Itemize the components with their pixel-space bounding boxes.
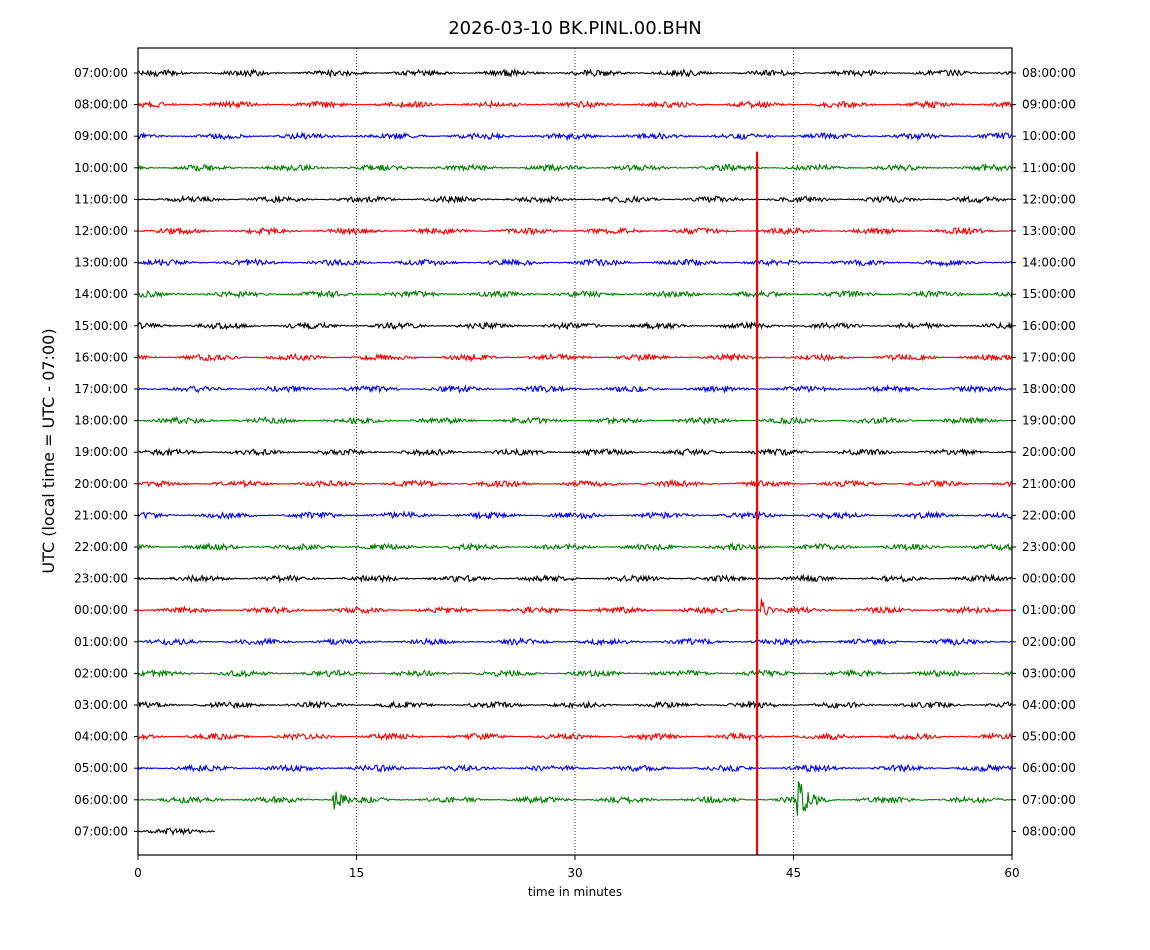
left-tick-label: 16:00:00 bbox=[74, 350, 128, 364]
right-tick-label: 18:00:00 bbox=[1022, 382, 1076, 396]
left-tick-label: 03:00:00 bbox=[74, 698, 128, 712]
left-tick-label: 12:00:00 bbox=[74, 224, 128, 238]
left-tick-label: 15:00:00 bbox=[74, 319, 128, 333]
right-tick-label: 17:00:00 bbox=[1022, 350, 1076, 364]
x-axis-label: time in minutes bbox=[528, 885, 622, 899]
left-tick-label: 07:00:00 bbox=[74, 824, 128, 838]
right-tick-label: 16:00:00 bbox=[1022, 319, 1076, 333]
trace-row-18 bbox=[137, 636, 1013, 647]
trace-row-5 bbox=[137, 226, 1013, 237]
left-tick-label: 22:00:00 bbox=[74, 540, 128, 554]
left-tick-label: 06:00:00 bbox=[74, 793, 128, 807]
right-tick-label: 13:00:00 bbox=[1022, 224, 1076, 238]
trace-row-2 bbox=[137, 131, 1013, 142]
trace-row-23 bbox=[137, 780, 1013, 816]
trace-row-15 bbox=[137, 541, 1013, 552]
x-tick-label: 0 bbox=[134, 866, 142, 880]
trace-row-7 bbox=[137, 289, 1013, 299]
left-time-ticks: 07:00:00 08:00:00 09:00:00 10:00:00 11:00:00… bbox=[74, 66, 138, 838]
right-tick-label: 08:00:00 bbox=[1022, 66, 1076, 80]
trace-row-19 bbox=[137, 668, 1013, 679]
trace-row-12 bbox=[137, 447, 1013, 457]
left-tick-label: 17:00:00 bbox=[74, 382, 128, 396]
x-axis-ticks: 0 15 30 45 60 bbox=[134, 855, 1020, 880]
trace-row-16 bbox=[137, 573, 1013, 584]
trace-row-4 bbox=[137, 194, 1013, 205]
right-tick-label: 23:00:00 bbox=[1022, 540, 1076, 554]
right-tick-label: 01:00:00 bbox=[1022, 603, 1076, 617]
seismic-traces bbox=[137, 67, 1013, 837]
trace-row-22 bbox=[137, 763, 1013, 774]
right-tick-label: 20:00:00 bbox=[1022, 445, 1076, 459]
right-tick-label: 06:00:00 bbox=[1022, 761, 1076, 775]
left-tick-label: 01:00:00 bbox=[74, 635, 128, 649]
right-tick-label: 02:00:00 bbox=[1022, 635, 1076, 649]
trace-row-13 bbox=[137, 478, 1013, 489]
left-tick-label: 18:00:00 bbox=[74, 414, 128, 428]
x-tick-label: 60 bbox=[1004, 866, 1019, 880]
x-tick-label: 45 bbox=[786, 866, 801, 880]
right-tick-label: 09:00:00 bbox=[1022, 98, 1076, 112]
grid-lines bbox=[356, 48, 794, 855]
left-tick-label: 09:00:00 bbox=[74, 129, 128, 143]
right-tick-label: 00:00:00 bbox=[1022, 572, 1076, 586]
trace-row-11 bbox=[137, 415, 1013, 426]
trace-row-6 bbox=[137, 257, 1013, 268]
left-tick-label: 08:00:00 bbox=[74, 98, 128, 112]
trace-row-0 bbox=[137, 67, 1013, 78]
left-tick-label: 21:00:00 bbox=[74, 508, 128, 522]
left-tick-label: 00:00:00 bbox=[74, 603, 128, 617]
chart-title: 2026-03-10 BK.PINL.00.BHN bbox=[448, 18, 702, 39]
y-axis-label: UTC (local time = UTC - 07:00) bbox=[39, 328, 58, 573]
x-tick-label: 15 bbox=[349, 866, 364, 880]
trace-row-9 bbox=[137, 352, 1013, 363]
left-tick-label: 04:00:00 bbox=[74, 730, 128, 744]
left-tick-label: 10:00:00 bbox=[74, 161, 128, 175]
left-tick-label: 02:00:00 bbox=[74, 666, 128, 680]
trace-row-17 bbox=[137, 598, 1013, 616]
left-tick-label: 14:00:00 bbox=[74, 287, 128, 301]
trace-row-24 bbox=[137, 827, 215, 837]
right-tick-label: 14:00:00 bbox=[1022, 256, 1076, 270]
right-tick-label: 12:00:00 bbox=[1022, 192, 1076, 206]
right-tick-label: 22:00:00 bbox=[1022, 508, 1076, 522]
right-tick-label: 11:00:00 bbox=[1022, 161, 1076, 175]
right-tick-label: 04:00:00 bbox=[1022, 698, 1076, 712]
right-tick-label: 05:00:00 bbox=[1022, 730, 1076, 744]
right-tick-label: 21:00:00 bbox=[1022, 477, 1076, 491]
right-tick-label: 10:00:00 bbox=[1022, 129, 1076, 143]
left-tick-label: 07:00:00 bbox=[74, 66, 128, 80]
trace-row-10 bbox=[137, 384, 1013, 394]
trace-row-3 bbox=[137, 162, 1012, 173]
trace-row-1 bbox=[137, 99, 1013, 110]
trace-row-14 bbox=[137, 510, 1013, 521]
trace-row-20 bbox=[137, 699, 1013, 710]
left-tick-label: 20:00:00 bbox=[74, 477, 128, 491]
x-tick-label: 30 bbox=[567, 866, 582, 880]
right-time-ticks: 08:00:00 09:00:00 10:00:00 11:00:00 12:00:00… bbox=[1012, 66, 1076, 838]
trace-row-8 bbox=[137, 320, 1013, 331]
right-tick-label: 15:00:00 bbox=[1022, 287, 1076, 301]
left-tick-label: 13:00:00 bbox=[74, 256, 128, 270]
trace-row-21 bbox=[137, 731, 1013, 742]
right-tick-label: 03:00:00 bbox=[1022, 666, 1076, 680]
right-tick-label: 19:00:00 bbox=[1022, 414, 1076, 428]
left-tick-label: 19:00:00 bbox=[74, 445, 128, 459]
right-tick-label: 07:00:00 bbox=[1022, 793, 1076, 807]
left-tick-label: 11:00:00 bbox=[74, 192, 128, 206]
left-tick-label: 05:00:00 bbox=[74, 761, 128, 775]
right-tick-label: 08:00:00 bbox=[1022, 824, 1076, 838]
left-tick-label: 23:00:00 bbox=[74, 572, 128, 586]
